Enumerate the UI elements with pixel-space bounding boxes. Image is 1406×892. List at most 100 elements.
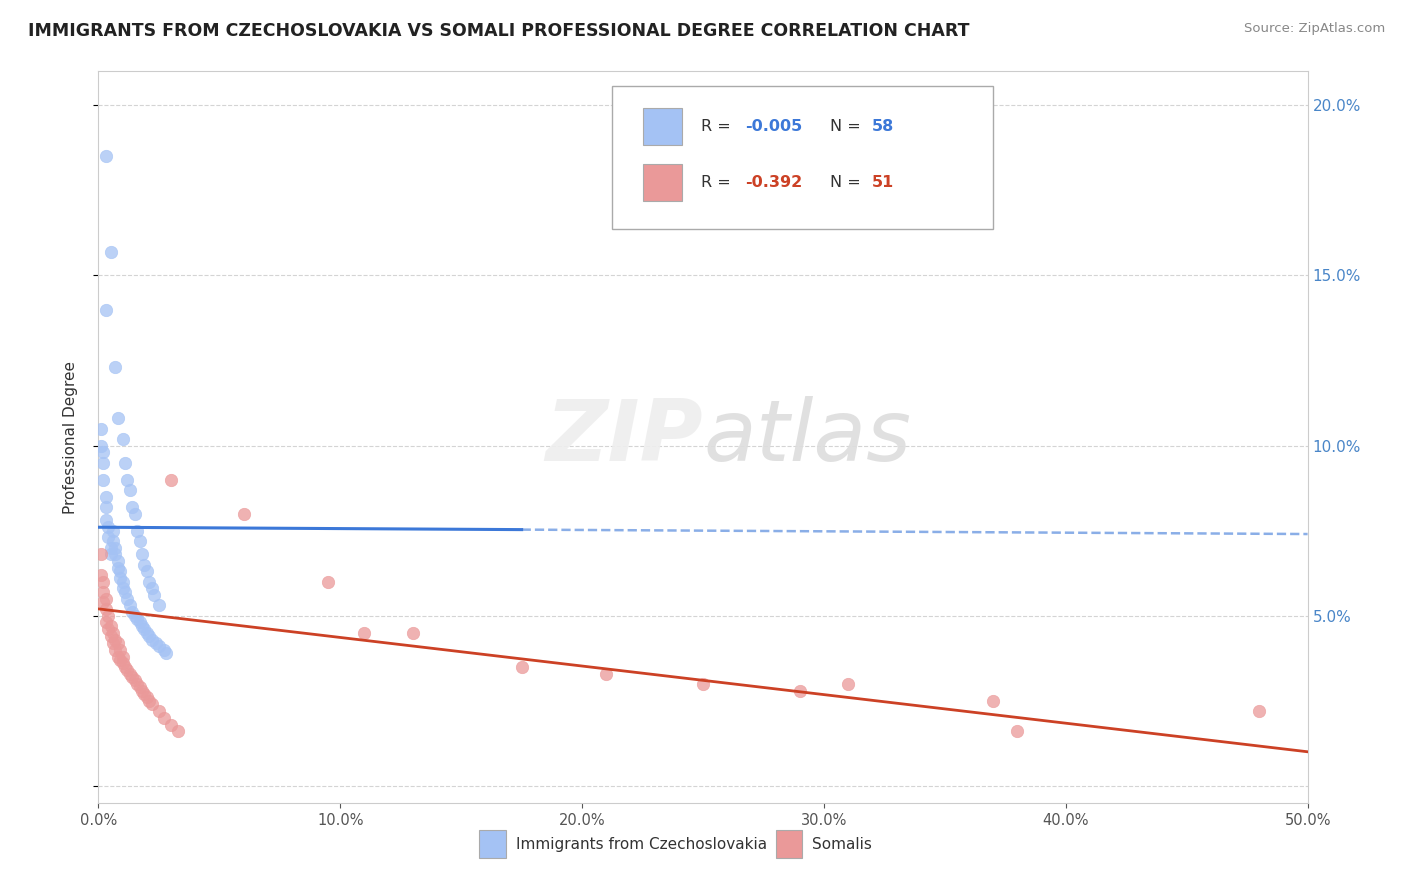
Point	[100, 541, 122, 555]
Point	[128, 615, 150, 630]
Point	[111, 582, 134, 596]
Point	[138, 629, 160, 643]
Point	[104, 541, 127, 555]
Point	[128, 680, 150, 694]
Point	[90, 421, 112, 435]
Point	[692, 677, 714, 691]
Point	[789, 683, 811, 698]
Point	[107, 411, 129, 425]
Point	[104, 632, 127, 647]
Point	[111, 432, 134, 446]
Point	[90, 548, 112, 562]
Text: Immigrants from Czechoslovakia: Immigrants from Czechoslovakia	[516, 837, 766, 852]
Point	[90, 567, 112, 582]
Point	[141, 632, 163, 647]
Point	[100, 629, 122, 643]
Point	[127, 524, 149, 538]
Point	[108, 642, 131, 657]
Point	[94, 149, 117, 163]
Point	[160, 717, 183, 731]
Point	[91, 585, 114, 599]
Point	[107, 649, 129, 664]
Point	[981, 694, 1004, 708]
Point	[101, 524, 124, 538]
Text: R =: R =	[700, 119, 735, 134]
Point	[111, 649, 134, 664]
Point	[595, 666, 617, 681]
Point	[117, 473, 139, 487]
Point	[107, 636, 129, 650]
Point	[148, 640, 170, 654]
Text: -0.392: -0.392	[745, 175, 803, 190]
Point	[111, 574, 134, 589]
Point	[107, 561, 129, 575]
Text: atlas: atlas	[703, 395, 911, 479]
Point	[94, 302, 117, 317]
Text: R =: R =	[700, 175, 735, 190]
Text: Source: ZipAtlas.com: Source: ZipAtlas.com	[1244, 22, 1385, 36]
Point	[118, 483, 141, 497]
Point	[97, 531, 120, 545]
Point	[121, 670, 143, 684]
Point	[91, 456, 114, 470]
Point	[837, 677, 859, 691]
Point	[94, 615, 117, 630]
Point	[138, 694, 160, 708]
Point	[148, 704, 170, 718]
Point	[108, 565, 131, 579]
Point	[97, 608, 120, 623]
Point	[104, 360, 127, 375]
Point	[111, 657, 134, 671]
Point	[101, 625, 124, 640]
Point	[124, 507, 146, 521]
Point	[135, 565, 157, 579]
Text: Somalis: Somalis	[811, 837, 872, 852]
Point	[152, 711, 174, 725]
Point	[101, 636, 124, 650]
Point	[232, 507, 254, 521]
FancyBboxPatch shape	[776, 830, 803, 858]
Point	[127, 677, 149, 691]
FancyBboxPatch shape	[479, 830, 506, 858]
FancyBboxPatch shape	[613, 86, 993, 228]
Point	[131, 548, 153, 562]
Point	[135, 690, 157, 705]
Point	[160, 473, 183, 487]
Point	[124, 673, 146, 688]
Text: N =: N =	[830, 175, 866, 190]
Point	[97, 622, 120, 636]
Point	[91, 445, 114, 459]
Point	[114, 659, 136, 673]
Point	[94, 500, 117, 514]
Point	[143, 588, 166, 602]
Point	[131, 683, 153, 698]
Point	[402, 625, 425, 640]
Point	[148, 599, 170, 613]
Text: 58: 58	[872, 119, 894, 134]
Point	[117, 663, 139, 677]
Point	[127, 612, 149, 626]
Point	[145, 636, 167, 650]
Point	[108, 653, 131, 667]
Point	[128, 533, 150, 548]
Text: ZIP: ZIP	[546, 395, 703, 479]
Point	[118, 599, 141, 613]
Text: 51: 51	[872, 175, 894, 190]
Point	[91, 574, 114, 589]
Point	[155, 646, 177, 660]
Point	[134, 558, 156, 572]
Point	[134, 622, 156, 636]
Point	[104, 642, 127, 657]
Point	[100, 244, 122, 259]
Point	[104, 548, 127, 562]
Point	[94, 513, 117, 527]
Point	[131, 619, 153, 633]
Point	[117, 591, 139, 606]
Point	[121, 605, 143, 619]
Text: -0.005: -0.005	[745, 119, 803, 134]
Point	[108, 571, 131, 585]
Point	[316, 574, 339, 589]
FancyBboxPatch shape	[643, 164, 682, 201]
Point	[100, 619, 122, 633]
Point	[141, 582, 163, 596]
